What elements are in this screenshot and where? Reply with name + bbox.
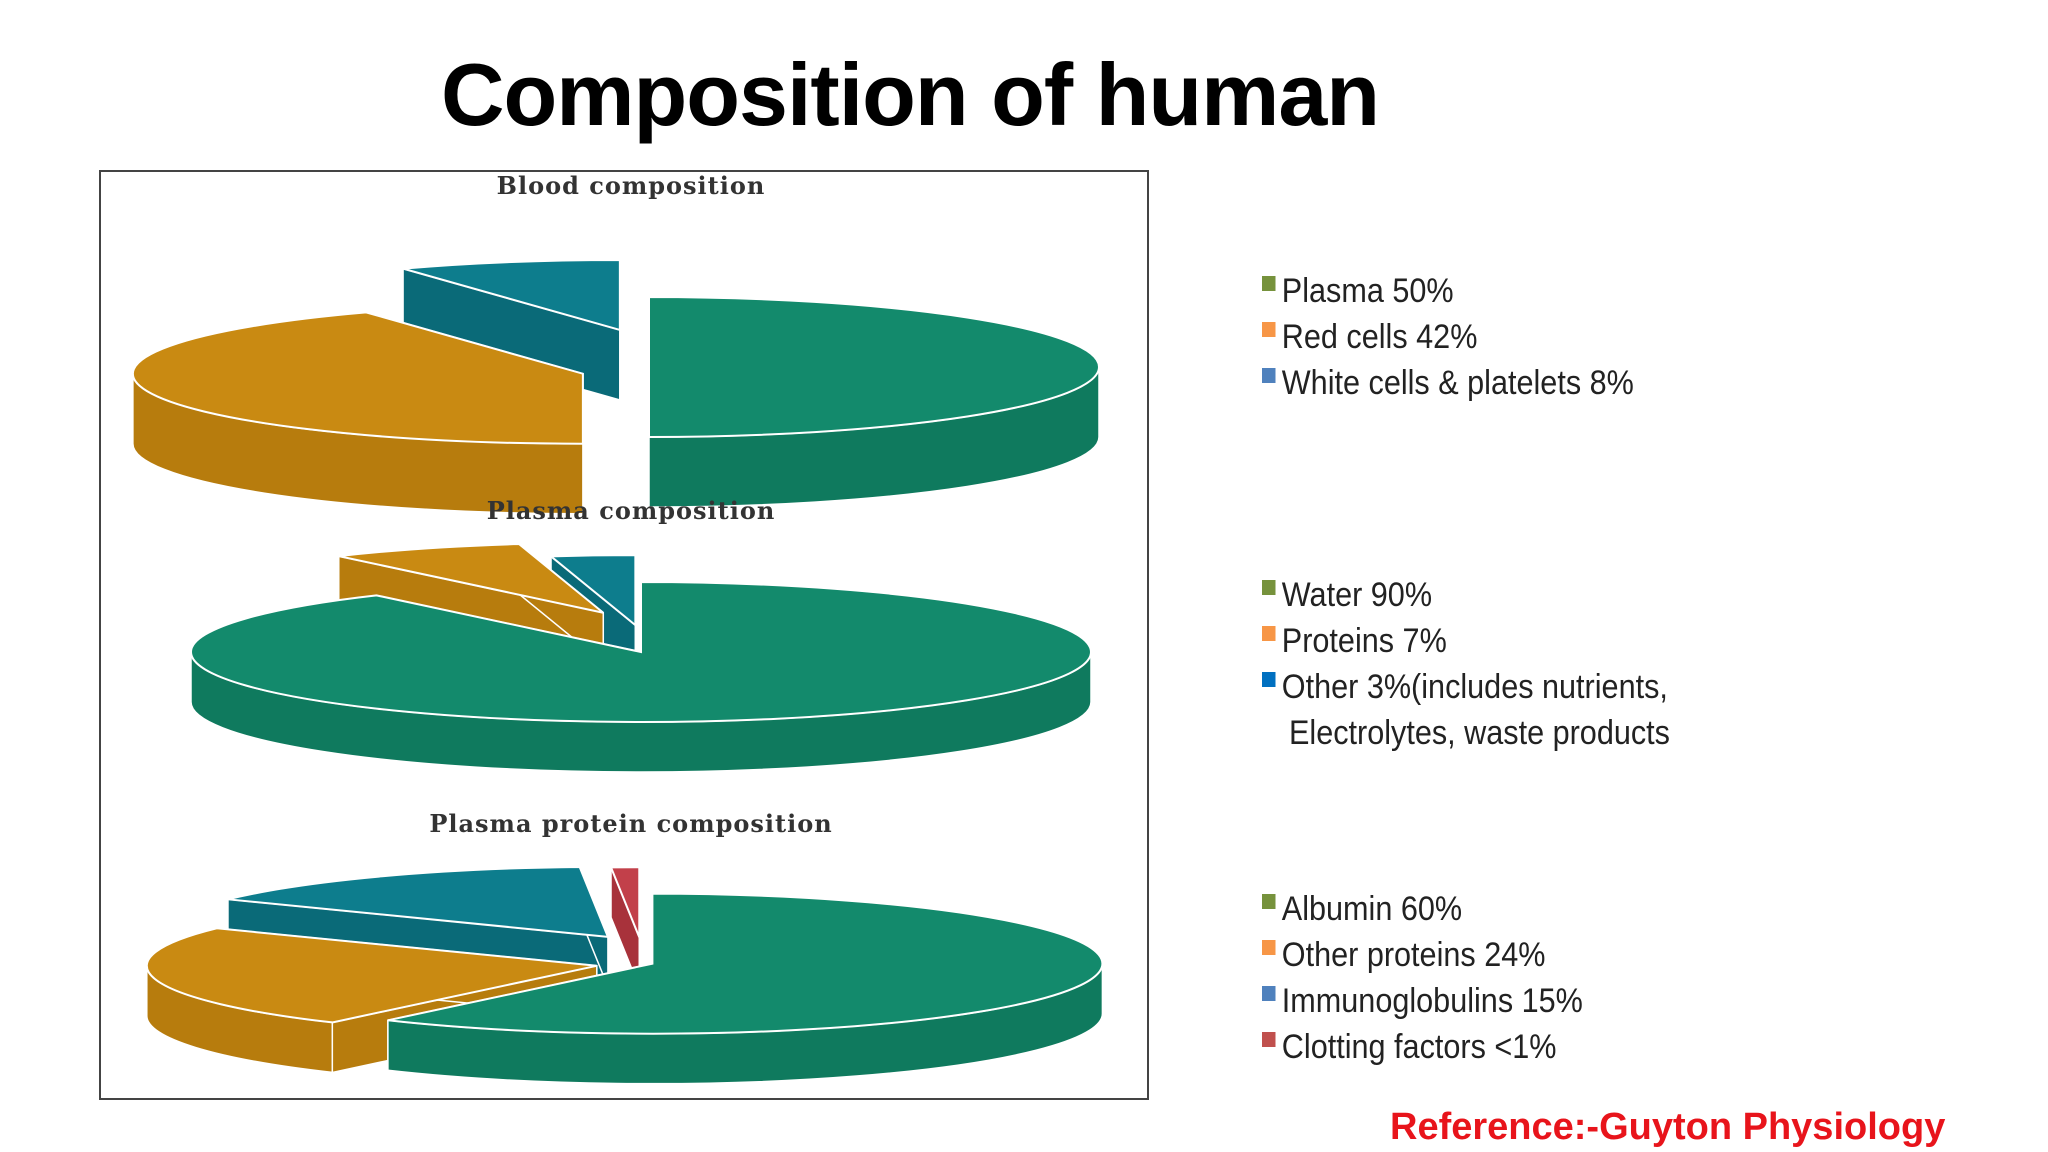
legend-label: Other 3%(includes nutrients,: [1281, 668, 1668, 706]
legend-swatch: [1262, 276, 1276, 291]
pie-chart: Plasma protein composition: [145, 809, 1104, 1085]
pie-slice: [402, 258, 621, 401]
pie-title: Plasma protein composition: [429, 809, 832, 838]
legend-swatch: [1262, 940, 1276, 955]
legend-label: White cells & platelets 8%: [1281, 364, 1634, 402]
legend-swatch: [1262, 672, 1276, 687]
legend-label: Immunoglobulins 15%: [1281, 982, 1583, 1020]
reference-note: Reference:-Guyton Physiology: [1390, 1106, 1946, 1148]
pie-slice: [648, 295, 1100, 508]
pie-slice: [131, 311, 584, 515]
legend-label: Water 90%: [1281, 576, 1433, 614]
legend-label-continuation: Electrolytes, waste products: [1289, 714, 1670, 752]
legend-swatch: [1262, 1032, 1276, 1047]
pie-chart: Plasma composition: [190, 496, 1092, 773]
legend-item: Other 3%(includes nutrients,: [1262, 664, 1670, 710]
pie-charts: Blood composition Plasma composition Plasm…: [131, 172, 1104, 1085]
legend-label: Red cells 42%: [1281, 318, 1478, 356]
legend-plasma: Water 90% Proteins 7% Other 3%(includes nu…: [1262, 572, 1670, 756]
pie-chart: Blood composition: [131, 172, 1100, 515]
legend-label: Albumin 60%: [1281, 890, 1463, 928]
legend-label: Plasma 50%: [1281, 272, 1454, 310]
pie-title: Plasma composition: [487, 496, 776, 525]
legend-label: Clotting factors <1%: [1281, 1028, 1557, 1066]
legend-swatch: [1262, 580, 1276, 595]
chart-frame: Blood composition Plasma composition Plasm…: [99, 170, 1149, 1100]
legend-item: Water 90%: [1262, 572, 1670, 618]
legend-swatch: [1262, 626, 1276, 641]
pie-slice: [190, 580, 1092, 773]
pie-title: Blood composition: [497, 172, 766, 200]
legend-item: Proteins 7%: [1262, 618, 1670, 664]
legend-swatch: [1262, 368, 1276, 383]
pie-slice: [387, 892, 1104, 1085]
legend-swatch: [1262, 322, 1276, 337]
legend-label: Proteins 7%: [1281, 622, 1447, 660]
legend-swatch: [1262, 894, 1276, 909]
legend-label: Other proteins 24%: [1281, 936, 1546, 974]
legend-swatch: [1262, 986, 1276, 1001]
